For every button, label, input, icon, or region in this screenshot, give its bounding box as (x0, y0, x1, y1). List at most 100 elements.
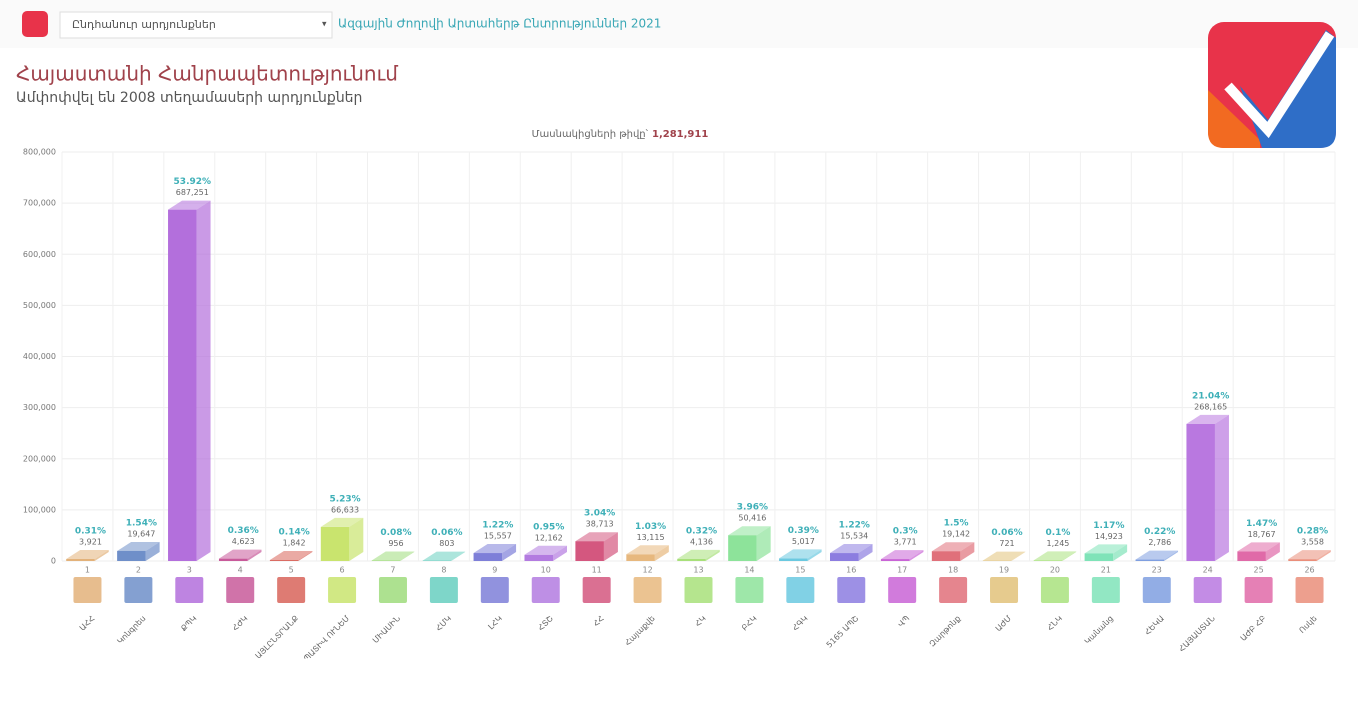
bar-number: 17 (897, 566, 907, 575)
party-logo (735, 577, 763, 603)
bar (321, 527, 350, 561)
bar (219, 559, 248, 561)
bar (66, 559, 95, 561)
percent-label: 0.31% (75, 526, 106, 536)
party-logo (328, 577, 356, 603)
value-label: 3,558 (1301, 538, 1324, 547)
party-logo (1194, 577, 1222, 603)
bar (830, 553, 859, 561)
bar-number: 2 (136, 566, 141, 575)
bar-number: 11 (592, 566, 602, 575)
value-label: 1,842 (283, 539, 306, 548)
percent-label: 1.22% (482, 521, 513, 531)
bar (474, 553, 503, 561)
bar (881, 559, 910, 561)
participants-label: Մասնակիցների թիվը՝ (532, 128, 649, 140)
y-tick-label: 400,000 (23, 352, 56, 361)
bar-number: 4 (238, 566, 243, 575)
bar-number: 13 (693, 566, 703, 575)
bar (575, 541, 604, 561)
x-tick-label: ԱՀՀ (78, 614, 97, 633)
bar-number: 16 (846, 566, 856, 575)
bar-number: 15 (795, 566, 805, 575)
percent-label: 1.5% (944, 519, 969, 529)
bar (524, 555, 553, 561)
bar (1136, 560, 1165, 561)
percent-label: 3.04% (584, 509, 615, 519)
percent-label: 1.47% (1246, 519, 1277, 529)
bar-number: 8 (441, 566, 446, 575)
party-logo (481, 577, 509, 603)
value-label: 956 (388, 539, 403, 548)
bar (1237, 551, 1266, 561)
bar (168, 210, 197, 561)
bar-number: 14 (744, 566, 754, 575)
value-label: 687,251 (176, 188, 209, 197)
party-logo (1143, 577, 1171, 603)
x-tick-label: ՄԻԱՍԻՆ (371, 614, 402, 645)
bar-number: 20 (1050, 566, 1060, 575)
bar (1085, 553, 1114, 561)
bar-number: 12 (642, 566, 652, 575)
value-label: 803 (439, 539, 454, 548)
participants-value: 1,281,911 (652, 129, 708, 140)
percent-label: 3.96% (737, 503, 768, 513)
percent-label: 1.17% (1093, 521, 1124, 531)
percent-label: 0.1% (1045, 528, 1070, 538)
x-tick-label: ԼՀԿ (486, 614, 504, 632)
header-link[interactable]: Ազգային Ժողովի Արտահերթ Ընտրություններ 2… (338, 17, 661, 31)
chart-title: Հայաստանի Հանրապետությունում (16, 62, 398, 86)
x-tick-label: 5165 ԱՊՇ (825, 614, 861, 650)
value-label: 15,534 (840, 532, 868, 541)
percent-label: 0.32% (686, 526, 717, 536)
bar (117, 551, 146, 561)
percent-label: 0.08% (380, 528, 411, 538)
y-tick-label: 100,000 (23, 505, 56, 514)
percent-label: 1.22% (839, 521, 870, 531)
percent-label: 53.92% (174, 177, 212, 187)
party-logo (430, 577, 458, 603)
bar-number: 21 (1101, 566, 1111, 575)
party-logo (990, 577, 1018, 603)
x-tick-label: Հայաքվե (623, 614, 657, 648)
y-tick-label: 800,000 (23, 148, 56, 157)
percent-label: 0.06% (431, 528, 462, 538)
bar-number: 19 (999, 566, 1009, 575)
x-tick-label: ՀԵԿԱ (1143, 614, 1166, 637)
logo-small (22, 11, 48, 37)
value-label: 721 (999, 539, 1014, 548)
party-logo (1092, 577, 1120, 603)
x-tick-label: ԱԺՄ (994, 613, 1014, 633)
bar-top (983, 552, 1026, 561)
x-tick-label: ՀԳԿ (791, 614, 810, 633)
value-label: 3,771 (894, 538, 917, 547)
percent-label: 0.06% (991, 528, 1022, 538)
x-tick-label: ԱԺԲ ՀԲ (1239, 614, 1268, 643)
value-label: 15,557 (484, 532, 512, 541)
percent-label: 0.3% (893, 527, 918, 537)
x-tick-label: ՎՊ (896, 614, 911, 629)
party-logo (73, 577, 101, 603)
x-tick-label: ՀՄԿ (434, 614, 453, 633)
percent-label: 0.28% (1297, 527, 1328, 537)
x-tick-label: ՀՀ (591, 614, 606, 629)
party-logo (1245, 577, 1273, 603)
x-tick-label: ՀՆԿ (1045, 614, 1064, 633)
value-label: 13,115 (637, 533, 665, 542)
bar-number: 18 (948, 566, 958, 575)
percent-label: 21.04% (1192, 391, 1230, 401)
bar (932, 551, 961, 561)
percent-label: 0.22% (1144, 527, 1175, 537)
party-logo (532, 577, 560, 603)
dropdown-text: Ընդհանուր արդյունքներ (72, 18, 216, 31)
value-label: 18,767 (1248, 530, 1276, 539)
value-label: 3,921 (79, 537, 102, 546)
bar-number: 3 (187, 566, 192, 575)
bar (728, 535, 757, 561)
party-logo (837, 577, 865, 603)
value-label: 19,647 (127, 529, 155, 538)
party-logo (175, 577, 203, 603)
x-tick-label: ԲՀԿ (740, 614, 759, 633)
value-label: 12,162 (535, 533, 563, 542)
